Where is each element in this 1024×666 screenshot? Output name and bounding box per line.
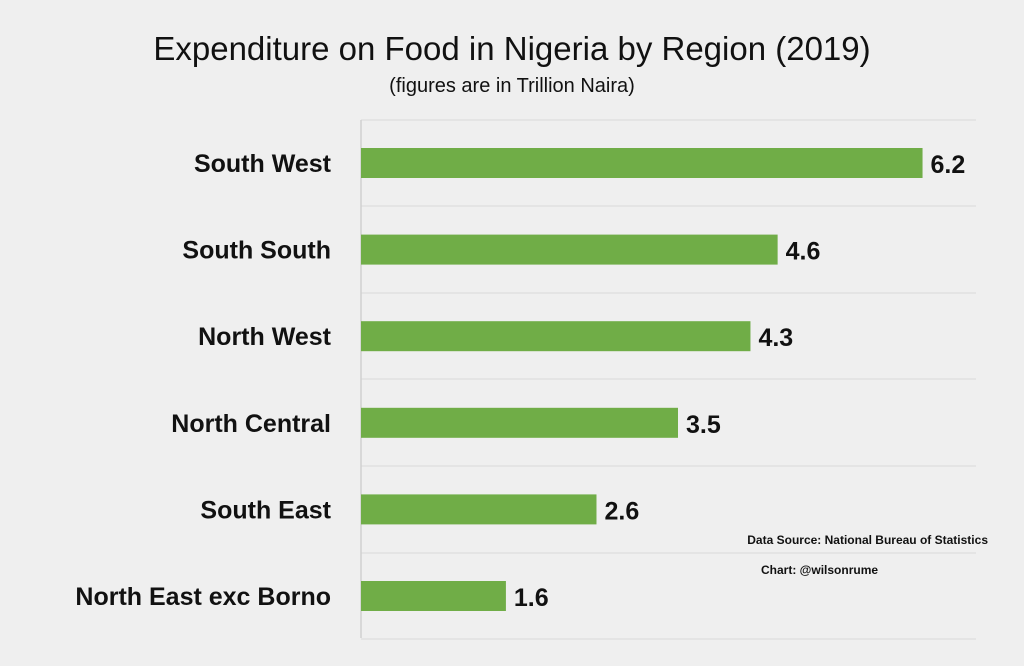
bar-south-east	[361, 494, 597, 525]
category-label: South South	[182, 237, 331, 265]
data-label: 4.3	[758, 324, 793, 352]
data-label: 2.6	[604, 497, 639, 525]
data-label: 6.2	[931, 151, 966, 179]
category-label: North Central	[171, 410, 331, 438]
data-source-note: Data Source: National Bureau of Statisti…	[747, 533, 988, 547]
category-label: North East exc Borno	[75, 583, 331, 611]
data-label: 3.5	[686, 411, 721, 439]
category-label: South West	[194, 150, 332, 178]
bar-north-central	[361, 407, 678, 438]
bar-north-east-exc-borno	[361, 581, 506, 611]
bar-south-west	[361, 148, 923, 178]
category-label: North West	[198, 323, 332, 351]
bar-north-west	[361, 321, 751, 352]
chart-subtitle: (figures are in Trillion Naira)	[389, 75, 635, 97]
bar-south-south	[361, 234, 778, 265]
chart-title: Expenditure on Food in Nigeria by Region…	[153, 30, 871, 67]
category-label: South East	[200, 496, 331, 524]
data-label: 1.6	[514, 584, 549, 612]
chart-credit-note: Chart: @wilsonrume	[761, 563, 879, 577]
data-label: 4.6	[786, 238, 821, 266]
